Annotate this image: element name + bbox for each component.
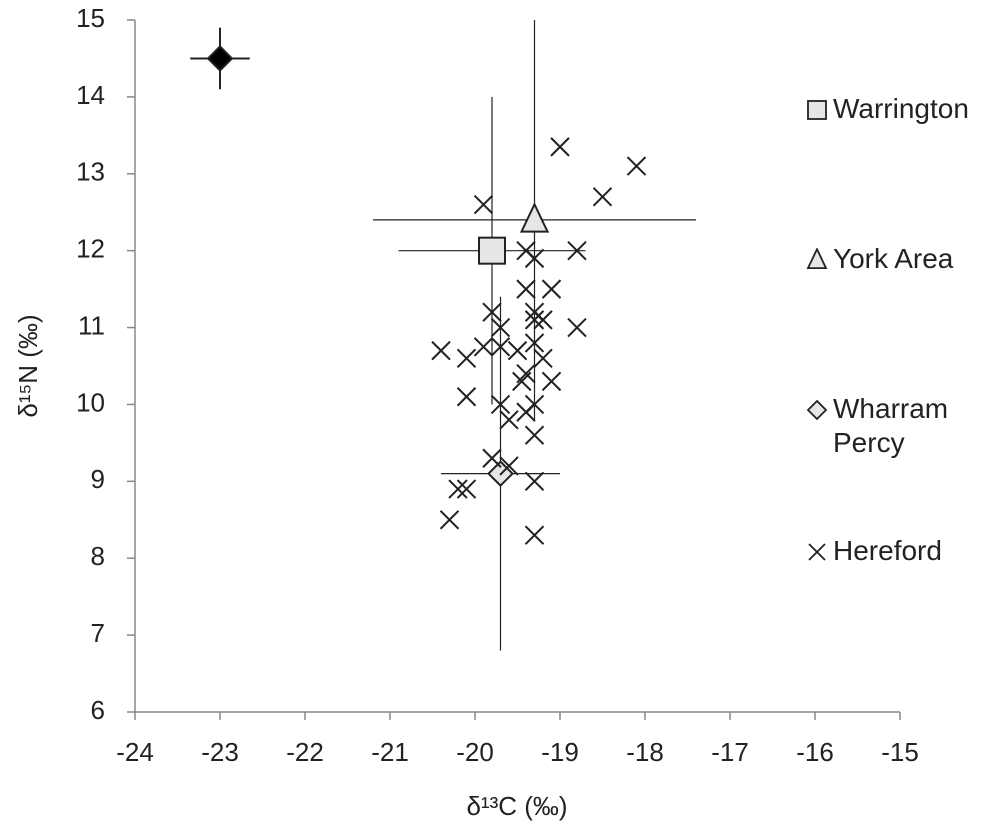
y-tick-label: 14 — [76, 80, 105, 110]
x-tick-label: -16 — [796, 737, 834, 767]
marker — [482, 302, 502, 322]
marker — [456, 348, 477, 369]
legend-item: Hereford — [805, 534, 1000, 568]
x-tick-label: -21 — [371, 737, 409, 767]
x-tick-label: -22 — [286, 737, 324, 767]
marker — [516, 402, 536, 422]
marker — [806, 248, 828, 270]
marker — [516, 279, 536, 299]
marker — [512, 371, 532, 392]
legend-item: Wharram Percy — [805, 392, 1000, 460]
marker — [592, 187, 613, 207]
marker — [490, 337, 511, 357]
legend-icon — [808, 543, 826, 561]
marker — [626, 156, 647, 176]
marker — [524, 310, 545, 330]
marker — [541, 279, 562, 299]
marker — [478, 236, 506, 265]
marker — [431, 340, 451, 361]
legend-icon — [806, 248, 828, 270]
x-tick-label: -17 — [711, 737, 749, 767]
legend-label: Hereford — [833, 535, 942, 566]
x-tick-label: -20 — [456, 737, 494, 767]
x-tick-label: -19 — [541, 737, 579, 767]
y-tick-label: 12 — [76, 234, 105, 264]
y-tick-label: 11 — [78, 310, 105, 340]
marker — [567, 240, 587, 261]
legend-item: Warrington — [805, 92, 1000, 126]
marker — [499, 410, 519, 430]
marker — [541, 371, 562, 392]
marker — [567, 317, 587, 338]
x-axis-label: δ¹³C (‰) — [466, 791, 567, 821]
marker — [490, 394, 511, 415]
marker — [499, 456, 519, 476]
marker — [524, 333, 545, 353]
marker — [524, 525, 545, 545]
x-tick-label: -24 — [116, 737, 154, 767]
legend-label: York Area — [833, 243, 954, 274]
x-tick-label: -18 — [626, 737, 664, 767]
y-tick-label: 15 — [76, 3, 105, 33]
legend-item: York Area — [805, 242, 1000, 276]
y-tick-label: 8 — [91, 541, 105, 571]
marker — [473, 194, 494, 215]
legend-label: Warrington — [833, 93, 969, 124]
marker — [473, 337, 494, 357]
marker — [533, 310, 553, 330]
legend-icon — [806, 399, 828, 421]
y-tick-label: 7 — [91, 618, 105, 648]
x-tick-label: -23 — [201, 737, 239, 767]
marker — [550, 137, 570, 157]
marker — [533, 348, 553, 369]
marker — [806, 399, 828, 421]
marker — [490, 317, 511, 338]
marker — [456, 479, 477, 499]
x-tick-label: -15 — [881, 737, 919, 767]
marker — [808, 543, 826, 561]
y-axis-label: δ¹⁵N (‰) — [13, 314, 43, 417]
marker — [524, 471, 545, 492]
y-tick-label: 10 — [76, 387, 105, 417]
legend-label: Wharram Percy — [833, 393, 949, 458]
marker — [524, 425, 545, 445]
marker — [507, 340, 528, 361]
y-tick-label: 6 — [91, 695, 105, 725]
marker — [206, 45, 234, 72]
y-tick-label: 13 — [76, 157, 105, 187]
marker — [524, 248, 545, 269]
marker — [439, 510, 460, 530]
legend-icon — [807, 100, 827, 120]
marker — [456, 387, 477, 407]
marker — [807, 100, 827, 120]
marker — [519, 201, 550, 233]
marker — [482, 448, 502, 468]
y-tick-label: 9 — [91, 464, 105, 494]
marker — [448, 479, 468, 499]
